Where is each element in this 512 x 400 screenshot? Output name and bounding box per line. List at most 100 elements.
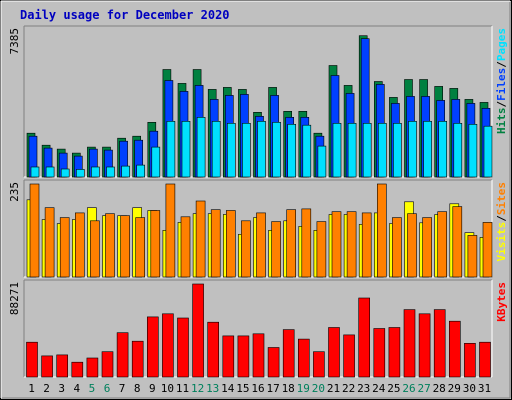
kbytes-panel-bar-kbytes-13 — [207, 321, 219, 378]
visits-panel-bar-sites-25 — [392, 217, 402, 278]
day-label-26: 26 — [402, 382, 415, 395]
visits-panel-bar-sites-2 — [44, 207, 55, 278]
kbytes-panel-bar-kbytes-11 — [177, 317, 189, 378]
kbytes-panel-legend: KBytes — [495, 282, 508, 322]
kbytes-panel-bar-kbytes-8 — [131, 340, 144, 378]
kbytes-panel-ymax-label: 88271 — [8, 282, 21, 315]
hits-panel-bar-pages-16 — [257, 121, 266, 178]
day-label-25: 25 — [387, 382, 400, 395]
hits-panel-bar-pages-13 — [211, 121, 221, 178]
visits-panel-bar-sites-7 — [120, 215, 130, 278]
hits-panel-bar-pages-29 — [453, 123, 463, 178]
kbytes-panel-bar-kbytes-22 — [343, 334, 355, 378]
kbytes-panel: 88271 KBytes — [8, 279, 508, 378]
kbytes-panel-bar-kbytes-17 — [267, 347, 280, 378]
hits-panel-legend-item-1: / — [495, 101, 508, 108]
kbytes-panel-bar-kbytes-12 — [192, 283, 204, 378]
hits-panel-bar-pages-10 — [166, 121, 176, 178]
visits-panel-bar-sites-27 — [422, 217, 432, 278]
hits-panel-bar-pages-24 — [377, 123, 387, 178]
hits-panel-bar-pages-8 — [136, 164, 145, 178]
visits-panel-bar-sites-9 — [150, 210, 161, 278]
visits-panel-bar-sites-18 — [286, 209, 297, 278]
kbytes-panel-bar-kbytes-21 — [328, 327, 340, 378]
day-label-13: 13 — [206, 382, 219, 395]
visits-panel-bar-sites-4 — [75, 212, 85, 278]
kbytes-panel-bar-kbytes-23 — [358, 297, 371, 378]
hits-panel-legend-item-2: Files — [495, 68, 508, 101]
visits-panel-bar-sites-24 — [376, 183, 387, 278]
visits-panel-bar-sites-17 — [271, 221, 281, 278]
hits-panel-bar-pages-14 — [227, 123, 236, 178]
kbytes-panel-bar-kbytes-7 — [116, 332, 129, 378]
kbytes-panel-bar-kbytes-2 — [41, 355, 53, 378]
hits-panel-bar-pages-20 — [317, 145, 327, 178]
visits-panel-bar-sites-10 — [165, 183, 176, 278]
day-label-31: 31 — [478, 382, 491, 395]
visits-panel-bar-sites-26 — [407, 213, 417, 278]
hits-panel-legend-item-4: Pages — [495, 28, 508, 61]
visits-panel-bar-sites-21 — [331, 211, 342, 278]
visits-panel-bar-sites-15 — [241, 220, 251, 278]
hits-panel-bar-pages-23 — [362, 123, 372, 178]
kbytes-panel-bar-kbytes-31 — [479, 341, 491, 378]
visits-panel-legend-item-0: Visits — [495, 222, 508, 262]
day-label-22: 22 — [342, 382, 355, 395]
visits-panel-legend-item-2: Sites — [495, 182, 508, 215]
day-label-3: 3 — [58, 382, 65, 395]
visits-panel-bar-sites-11 — [180, 216, 191, 278]
visits-panel-bar-sites-28 — [437, 211, 448, 278]
day-label-11: 11 — [176, 382, 189, 395]
kbytes-panel-bar-kbytes-25 — [388, 327, 401, 378]
visits-panel-bar-sites-23 — [361, 212, 372, 278]
visits-panel-bar-sites-31 — [482, 222, 493, 278]
hits-panel-bar-pages-4 — [76, 169, 85, 178]
visits-panel-bar-sites-5 — [90, 220, 100, 278]
hits-panel-bar-pages-6 — [106, 166, 115, 178]
visits-panel-bar-sites-12 — [195, 200, 206, 278]
hits-panel-bar-pages-12 — [196, 117, 206, 178]
day-label-14: 14 — [221, 382, 235, 395]
visits-panel: 235 Visits/Sites — [8, 179, 508, 278]
kbytes-panel-bar-kbytes-26 — [403, 309, 416, 378]
kbytes-panel-bar-kbytes-24 — [373, 328, 386, 378]
day-label-21: 21 — [327, 382, 340, 395]
day-label-15: 15 — [236, 382, 249, 395]
hits-panel-bar-pages-2 — [45, 166, 55, 178]
kbytes-panel-bar-kbytes-1 — [26, 341, 38, 378]
kbytes-panel-bar-kbytes-6 — [101, 351, 114, 378]
hits-panel-bar-pages-1 — [30, 166, 40, 178]
kbytes-panel-bar-kbytes-10 — [162, 313, 174, 378]
visits-panel-bar-sites-22 — [346, 211, 357, 278]
day-label-7: 7 — [119, 382, 126, 395]
day-label-19: 19 — [297, 382, 310, 395]
kbytes-panel-bar-kbytes-29 — [448, 320, 461, 378]
day-label-20: 20 — [312, 382, 325, 395]
day-label-2: 2 — [43, 382, 50, 395]
day-label-30: 30 — [463, 382, 476, 395]
hits-panel-bar-pages-7 — [121, 165, 130, 178]
day-label-16: 16 — [251, 382, 264, 395]
visits-panel-bar-sites-16 — [256, 212, 266, 278]
day-label-10: 10 — [161, 382, 174, 395]
day-label-1: 1 — [28, 382, 35, 395]
kbytes-panel-bar-kbytes-20 — [313, 351, 325, 378]
day-label-12: 12 — [191, 382, 204, 395]
kbytes-panel-bar-kbytes-18 — [282, 329, 295, 378]
day-label-18: 18 — [282, 382, 295, 395]
hits-panel-bar-pages-31 — [483, 125, 493, 178]
hits-panel-bar-pages-22 — [347, 123, 357, 178]
day-label-23: 23 — [357, 382, 370, 395]
day-label-24: 24 — [372, 382, 386, 395]
day-label-5: 5 — [89, 382, 96, 395]
day-label-6: 6 — [104, 382, 111, 395]
kbytes-panel-bar-kbytes-27 — [418, 313, 431, 378]
visits-panel-bar-sites-19 — [301, 208, 312, 278]
kbytes-panel-bar-kbytes-30 — [464, 342, 476, 378]
hits-panel-bar-pages-17 — [272, 122, 281, 178]
hits-panel-bar-pages-18 — [287, 124, 297, 178]
visits-panel-bar-sites-30 — [467, 235, 478, 278]
hits-panel-bar-pages-28 — [438, 121, 448, 178]
visits-panel-bar-sites-14 — [226, 210, 236, 278]
